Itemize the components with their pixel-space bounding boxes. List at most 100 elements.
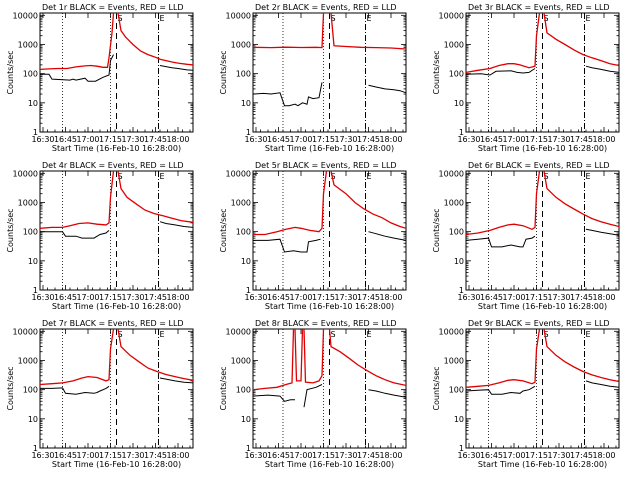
x-tick-label: 17:00: [289, 293, 312, 302]
y-tick-label: 10: [454, 257, 464, 266]
y-tick-label: 1000: [18, 356, 38, 365]
lld-series-line: [466, 13, 619, 74]
y-axis-title: Counts/sec: [219, 208, 228, 252]
x-tick-label: 17:00: [502, 135, 525, 144]
x-tick-label: 17:15: [99, 135, 122, 144]
y-tick-label: 10000: [226, 327, 251, 336]
y-tick-label: 100: [236, 386, 251, 395]
y-tick-label: 10: [454, 415, 464, 424]
x-tick-label: 17:45: [144, 293, 167, 302]
x-tick-label: 16:30: [457, 293, 480, 302]
x-tick-label: 16:30: [244, 451, 267, 460]
y-tick-label: 1: [246, 286, 251, 295]
x-tick-label: 17:15: [525, 135, 548, 144]
y-axis-title: Counts/sec: [6, 50, 15, 94]
y-tick-label: 1000: [444, 198, 464, 207]
x-tick-label: 17:45: [144, 451, 167, 460]
y-tick-label: 1: [33, 444, 38, 453]
y-tick-label: 1: [33, 128, 38, 137]
x-tick-label: 16:45: [267, 451, 290, 460]
x-tick-label: 16:45: [267, 293, 290, 302]
x-tick-label: 18:00: [592, 135, 615, 144]
end-marker-label: E: [586, 14, 591, 23]
panel-title: Det 1r BLACK = Events, RED = LLD: [42, 3, 184, 12]
y-tick-label: 1: [459, 286, 464, 295]
start-marker-label: S: [118, 330, 123, 339]
y-tick-label: 10000: [13, 11, 38, 20]
x-tick-label: 17:30: [334, 135, 357, 144]
start-marker-label: S: [331, 330, 336, 339]
x-tick-label: 17:15: [99, 451, 122, 460]
x-tick-label: 17:00: [289, 451, 312, 460]
x-tick-label: 17:15: [312, 451, 335, 460]
y-tick-label: 100: [23, 386, 38, 395]
events-series-line: [466, 65, 619, 76]
start-marker-label: S: [544, 14, 549, 23]
y-tick-label: 100: [236, 70, 251, 79]
y-tick-label: 10: [241, 99, 251, 108]
y-axis-title: Counts/sec: [432, 208, 441, 252]
detector-panel-8: Det 8r BLACK = Events, RED = LLD 1 10 100 10…: [219, 319, 407, 469]
x-tick-label: 17:30: [334, 293, 357, 302]
y-tick-label: 100: [236, 228, 251, 237]
x-tick-label: 17:45: [357, 293, 380, 302]
x-tick-label: 17:30: [547, 293, 570, 302]
x-tick-label: 17:45: [570, 135, 593, 144]
y-tick-label: 100: [449, 70, 464, 79]
y-tick-label: 1: [246, 128, 251, 137]
x-tick-label: 17:00: [289, 135, 312, 144]
start-marker-label: S: [118, 172, 123, 181]
detector-panel-3: Det 3r BLACK = Events, RED = LLD 1 10 100 10…: [432, 3, 620, 153]
lld-series-line: [466, 329, 619, 388]
y-tick-label: 1: [459, 128, 464, 137]
start-marker-label: S: [331, 172, 336, 181]
y-tick-label: 1: [33, 286, 38, 295]
x-tick-label: 16:30: [244, 135, 267, 144]
events-series-line: [40, 221, 193, 239]
x-tick-label: 17:00: [502, 293, 525, 302]
x-tick-label: 16:45: [54, 451, 77, 460]
y-tick-label: 10000: [226, 169, 251, 178]
x-axis-title: Start Time (16-Feb-10 16:28:00): [52, 302, 181, 311]
lld-series-line: [253, 13, 406, 50]
x-axis-title: Start Time (16-Feb-10 16:28:00): [265, 144, 394, 153]
y-tick-label: 100: [449, 228, 464, 237]
x-axis-title: Start Time (16-Feb-10 16:28:00): [265, 460, 394, 469]
x-tick-label: 17:30: [121, 135, 144, 144]
y-tick-label: 1: [246, 444, 251, 453]
x-axis-title: Start Time (16-Feb-10 16:28:00): [265, 302, 394, 311]
x-tick-label: 17:30: [121, 293, 144, 302]
x-tick-label: 17:15: [525, 451, 548, 460]
end-marker-label: E: [160, 172, 165, 181]
panel-title: Det 4r BLACK = Events, RED = LLD: [42, 161, 184, 170]
end-marker-label: E: [160, 330, 165, 339]
panel-title: Det 6r BLACK = Events, RED = LLD: [468, 161, 610, 170]
x-tick-label: 16:45: [480, 135, 503, 144]
y-tick-label: 10: [241, 415, 251, 424]
y-tick-label: 1000: [231, 356, 251, 365]
detector-panel-1: Det 1r BLACK = Events, RED = LLD 1 10 100 10…: [6, 3, 194, 153]
panel-title: Det 8r BLACK = Events, RED = LLD: [255, 319, 397, 328]
y-tick-label: 1000: [444, 356, 464, 365]
x-tick-label: 17:00: [76, 451, 99, 460]
x-tick-label: 18:00: [592, 293, 615, 302]
x-tick-label: 17:30: [547, 451, 570, 460]
x-tick-label: 16:45: [54, 135, 77, 144]
events-series-line: [466, 380, 619, 395]
start-marker-label: S: [331, 14, 336, 23]
y-tick-label: 10000: [439, 327, 464, 336]
x-tick-label: 17:45: [570, 293, 593, 302]
x-axis-title: Start Time (16-Feb-10 16:28:00): [52, 144, 181, 153]
panel-title: Det 5r BLACK = Events, RED = LLD: [255, 161, 397, 170]
y-axis-title: Counts/sec: [432, 50, 441, 94]
y-tick-label: 100: [449, 386, 464, 395]
end-marker-label: E: [367, 172, 372, 181]
x-tick-label: 16:30: [457, 451, 480, 460]
panel-title: Det 7r BLACK = Events, RED = LLD: [42, 319, 184, 328]
x-tick-label: 18:00: [379, 135, 402, 144]
y-tick-label: 1000: [444, 40, 464, 49]
y-tick-label: 10000: [439, 169, 464, 178]
y-tick-label: 10: [28, 257, 38, 266]
panel-title: Det 9r BLACK = Events, RED = LLD: [468, 319, 610, 328]
x-tick-label: 17:00: [76, 135, 99, 144]
